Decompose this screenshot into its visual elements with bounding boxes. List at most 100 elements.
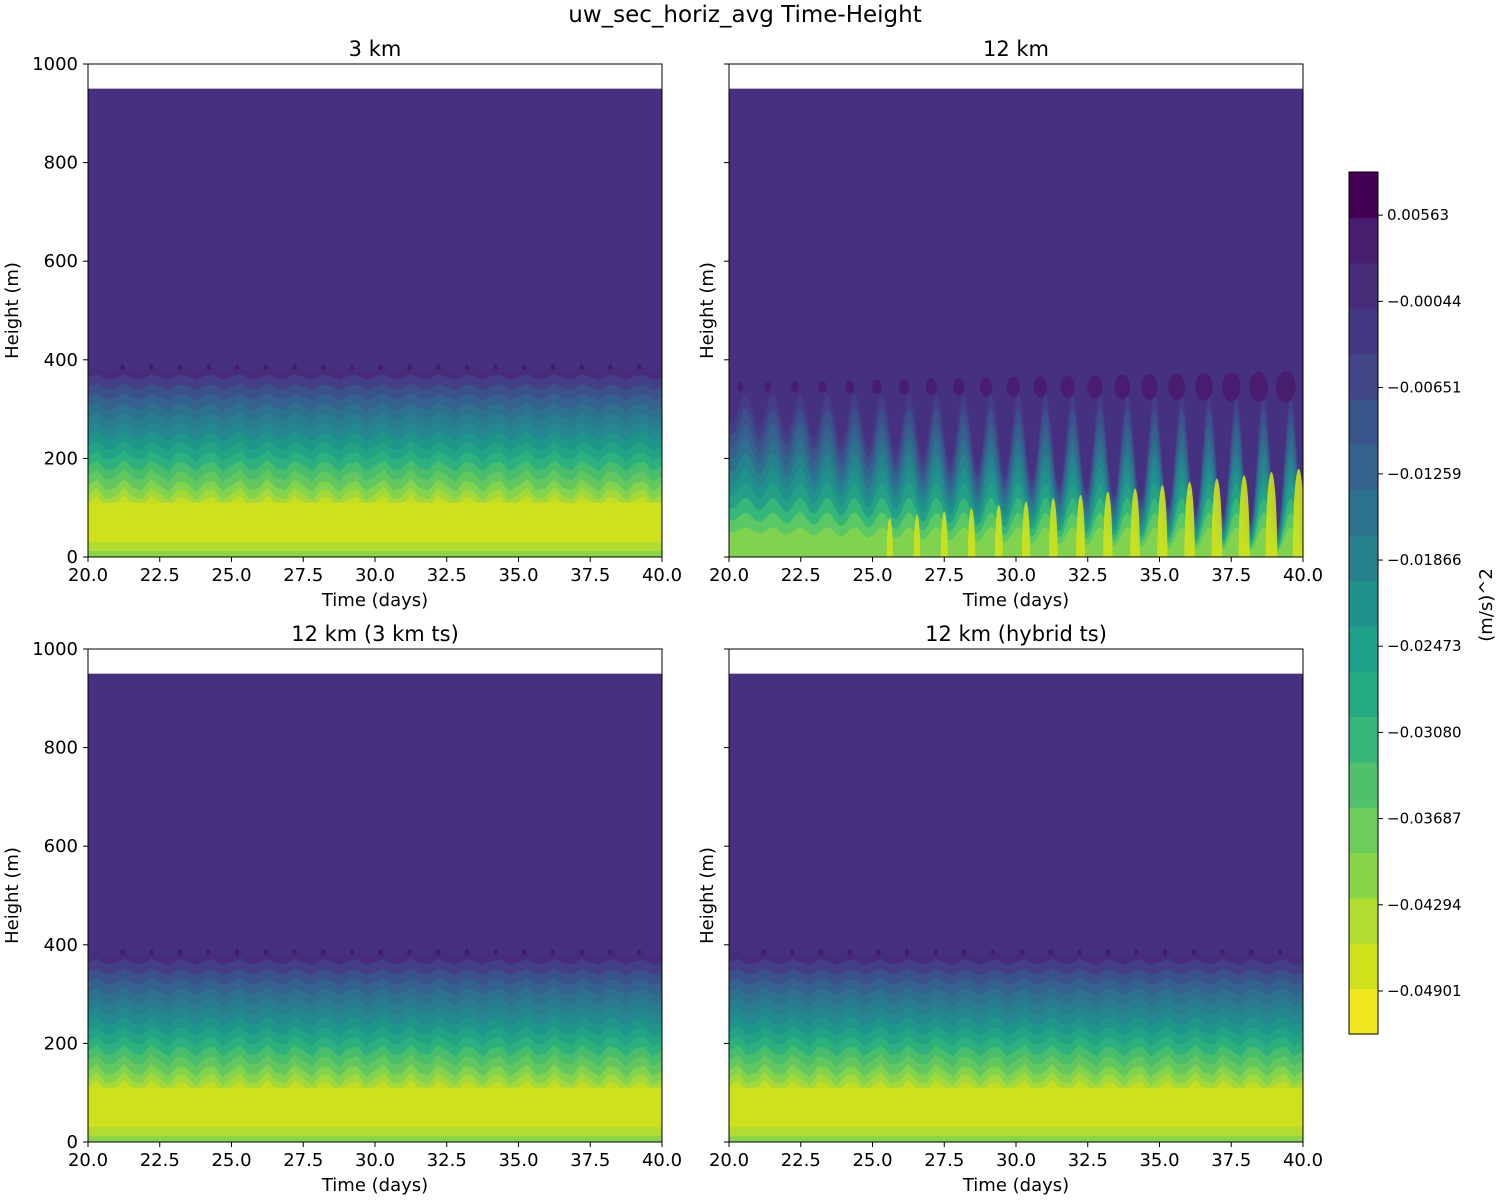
- field-band: [88, 542, 662, 552]
- field-cell: [818, 380, 827, 393]
- field-cell: [235, 364, 240, 371]
- colorbar-tick-label: −0.03080: [1387, 723, 1462, 741]
- y-tick-label: 0: [67, 547, 78, 568]
- x-tick-label: 37.5: [570, 565, 610, 586]
- x-tick-label: 25.0: [211, 565, 251, 586]
- field-cell: [898, 379, 910, 395]
- panel-2-field: [729, 64, 1303, 557]
- x-tick-label: 20.0: [709, 1150, 749, 1171]
- field-stripe: [886, 517, 893, 557]
- y-axis-label: Height (m): [697, 847, 718, 944]
- field-cell: [1222, 372, 1241, 402]
- y-tick-label: 1000: [32, 54, 78, 75]
- field-cell: [1114, 374, 1130, 400]
- field-band: [88, 1136, 662, 1142]
- colorbar-level: [1349, 852, 1378, 899]
- x-tick-label: 25.0: [852, 565, 892, 586]
- panel-4-field: [729, 649, 1303, 1142]
- field-cell: [1163, 949, 1168, 956]
- field-cell: [464, 949, 470, 956]
- field-cell: [962, 949, 967, 956]
- field-stripe: [1021, 501, 1031, 557]
- panel-4: 12 km (hybrid ts) 20.0 22.5 25.0 27.5 30.0 32.…: [697, 622, 1323, 1196]
- field-cell: [876, 949, 881, 956]
- x-tick-label: 40.0: [642, 565, 682, 586]
- field-cell: [407, 949, 412, 956]
- x-tick-label: 30.0: [996, 1150, 1036, 1171]
- field-cell: [925, 378, 937, 396]
- y-axis-label: Height (m): [2, 262, 23, 359]
- field-cell: [789, 949, 795, 956]
- field-cell: [1168, 373, 1186, 401]
- panel-3-field: [88, 649, 662, 1142]
- colorbar-frame: [1348, 171, 1379, 1035]
- x-axis-label: Time (days): [962, 1175, 1069, 1196]
- x-tick-label: 27.5: [924, 565, 964, 586]
- field-stripe: [1103, 491, 1113, 557]
- field-cell: [349, 364, 355, 371]
- x-tick-label: 40.0: [642, 1150, 682, 1171]
- x-tick-label: 35.0: [1139, 1150, 1179, 1171]
- field-band: [88, 1127, 662, 1137]
- field-cell: [636, 949, 642, 956]
- x-tick-label: 35.0: [498, 1150, 538, 1171]
- x-tick-label: 32.5: [1068, 1150, 1108, 1171]
- field-band: [729, 1136, 1303, 1142]
- x-tick-label: 32.5: [427, 1150, 467, 1171]
- x-tick-label: 22.5: [781, 565, 821, 586]
- field-cell: [550, 364, 556, 371]
- y-tick-label: 200: [44, 448, 78, 469]
- field-cell: [435, 364, 441, 371]
- field-cell: [407, 364, 412, 371]
- field-cell: [1249, 949, 1254, 956]
- field-cell: [263, 364, 269, 371]
- colorbar: (m/s)^2 0.00563 −0.00044 −0.00651 −0.01259 −…: [1348, 171, 1497, 1035]
- y-tick-label: 600: [44, 836, 78, 857]
- x-tick-label: 20.0: [709, 565, 749, 586]
- panel-1: 3 km 20.0 22.5 25.0 27.5 30.0 32.5 35.0 37.5 40.0…: [2, 37, 682, 611]
- x-tick-label: 37.5: [1211, 1150, 1251, 1171]
- y-tick-label: 200: [44, 1033, 78, 1054]
- field-cell: [378, 949, 383, 956]
- colorbar-level: [1349, 897, 1378, 944]
- field-cell: [608, 364, 613, 371]
- x-tick-label: 22.5: [140, 565, 180, 586]
- field-stripe: [1049, 498, 1058, 557]
- colorbar-level: [1349, 580, 1378, 627]
- field-band: [729, 1127, 1303, 1137]
- colorbar-tick-label: −0.00044: [1387, 292, 1462, 310]
- x-tick-label: 30.0: [355, 565, 395, 586]
- x-tick-label: 27.5: [283, 1150, 323, 1171]
- panel-3: 12 km (3 km ts) 20.0 22.5 25.0 27.5 30.0 32.5 3…: [2, 622, 682, 1196]
- panels-group: 3 km 20.0 22.5 25.0 27.5 30.0 32.5 35.0 37.5 40.0…: [2, 37, 1323, 1196]
- field-cell: [737, 382, 744, 392]
- y-tick-label: 600: [44, 251, 78, 272]
- field-cell: [847, 949, 852, 956]
- field-stripe: [1211, 478, 1223, 557]
- y-axis-label: Height (m): [697, 262, 718, 359]
- x-tick-label: 27.5: [924, 1150, 964, 1171]
- x-tick-label: 32.5: [1068, 565, 1108, 586]
- field-cell: [1195, 372, 1213, 401]
- field-cell: [608, 949, 613, 956]
- x-tick-label: 20.0: [68, 565, 108, 586]
- field-cell: [235, 949, 240, 956]
- field-band: [88, 551, 662, 557]
- field-cell: [321, 364, 326, 371]
- x-axis-label: Time (days): [321, 590, 428, 611]
- field-cell: [990, 949, 996, 956]
- y-tick-label: 0: [67, 1132, 78, 1153]
- panel-title: 3 km: [349, 37, 402, 61]
- colorbar-level: [1349, 625, 1378, 672]
- field-cell: [177, 364, 183, 371]
- field-cell: [464, 364, 470, 371]
- field-cell: [120, 949, 125, 956]
- field-cell: [1019, 949, 1024, 956]
- x-axis-label: Time (days): [962, 590, 1069, 611]
- field-stripe: [1238, 475, 1250, 557]
- field-stripe: [994, 504, 1003, 557]
- field-cell: [493, 364, 498, 371]
- field-cell: [1105, 949, 1111, 956]
- field-cell: [1033, 376, 1048, 398]
- field-core: [88, 1087, 662, 1128]
